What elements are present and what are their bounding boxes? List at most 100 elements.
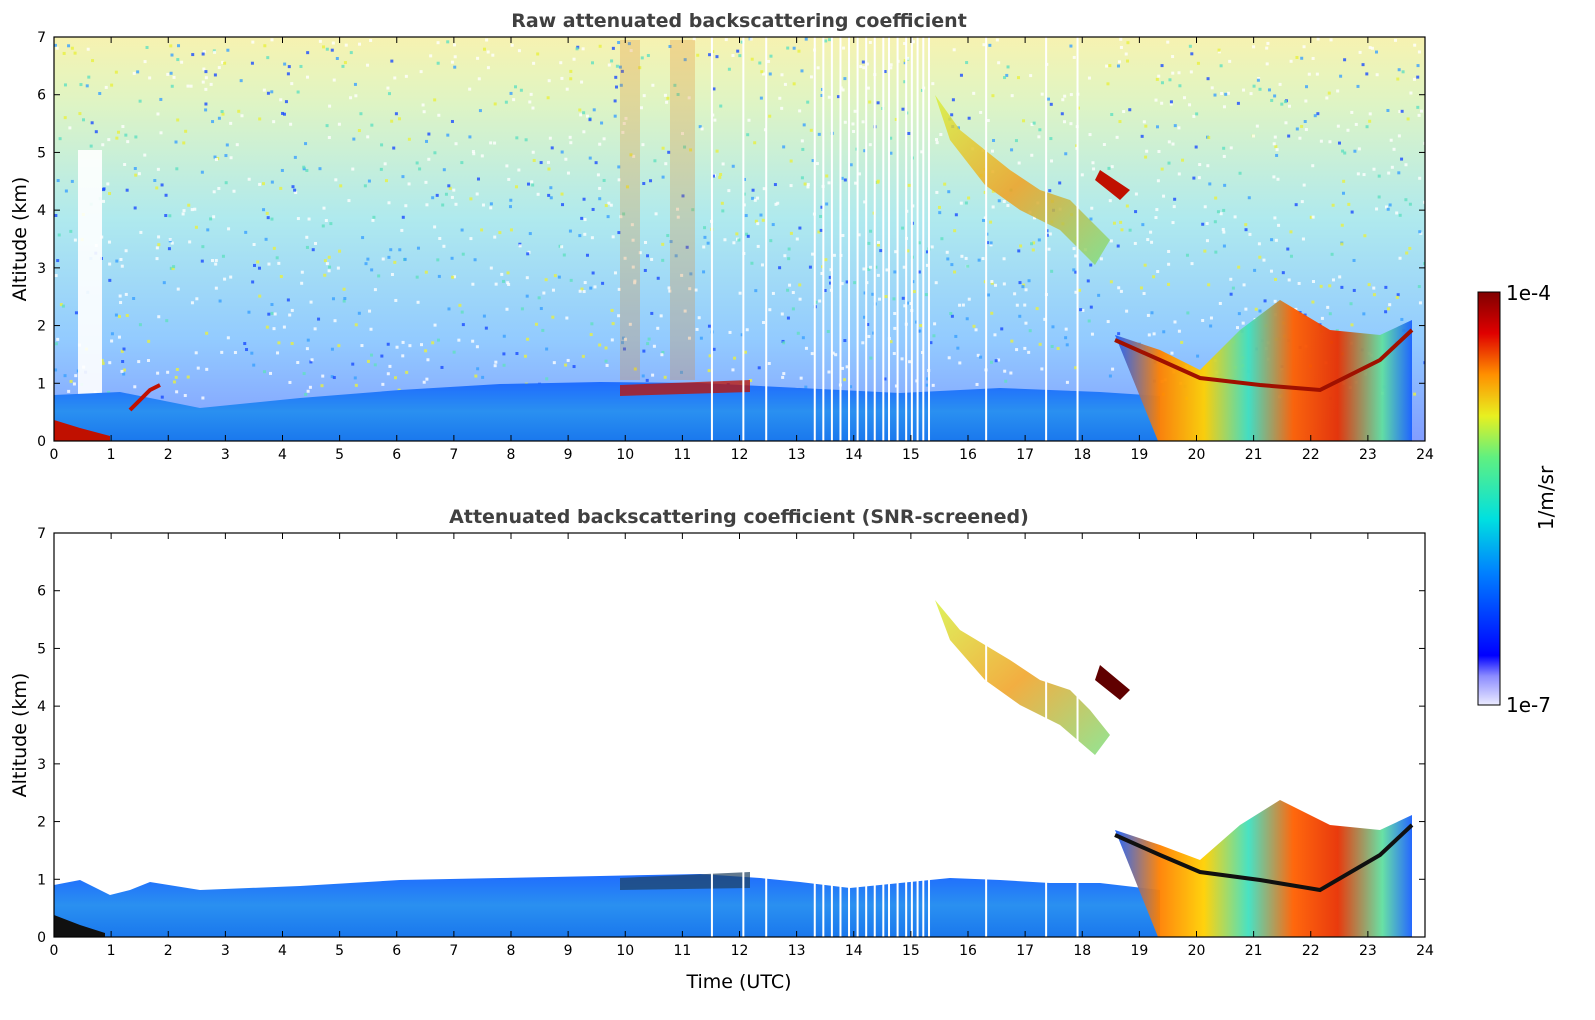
noise-speck (1327, 91, 1331, 95)
noise-speck (1338, 275, 1342, 279)
noise-speck (1423, 361, 1425, 365)
noise-speck (460, 228, 464, 232)
noise-speck (708, 53, 712, 57)
noise-speck (620, 69, 624, 73)
noise-speck (229, 121, 233, 125)
noise-speck (1309, 215, 1313, 219)
noise-speck (204, 102, 208, 106)
noise-speck (448, 186, 452, 190)
noise-speck (486, 50, 490, 54)
noise-speck (749, 37, 753, 41)
noise-speck (1156, 179, 1160, 183)
noise-speck (1395, 295, 1399, 299)
noise-speck (206, 228, 210, 232)
gap-stripe (922, 533, 925, 937)
noise-speck (257, 266, 261, 270)
noise-speck (357, 311, 361, 315)
noise-speck (531, 106, 535, 110)
noise-speck (370, 268, 374, 272)
noise-speck (146, 358, 150, 362)
noise-speck (314, 241, 318, 245)
noise-speck (643, 268, 647, 272)
noise-speck (416, 246, 420, 250)
noise-speck (252, 363, 256, 367)
noise-speck (1416, 105, 1420, 109)
noise-speck (188, 240, 192, 244)
noise-speck (370, 353, 374, 357)
noise-speck (224, 181, 228, 185)
screened-early-layer (54, 915, 105, 937)
noise-speck (524, 138, 528, 142)
gap-stripe (882, 533, 885, 937)
x-tick-label: 7 (449, 943, 458, 959)
noise-speck (1116, 64, 1120, 68)
noise-speck (867, 241, 871, 245)
noise-speck (1401, 70, 1405, 74)
noise-speck (157, 235, 161, 239)
noise-speck (1173, 320, 1177, 324)
noise-speck (450, 119, 454, 123)
noise-speck (950, 263, 954, 267)
noise-speck (1069, 122, 1073, 126)
noise-speck (1396, 293, 1400, 297)
noise-speck (926, 377, 930, 381)
noise-speck (841, 366, 845, 370)
noise-speck (641, 374, 645, 378)
noise-speck (852, 129, 856, 133)
noise-speck (1252, 134, 1256, 138)
noise-speck (901, 296, 905, 300)
noise-speck (1086, 279, 1090, 283)
noise-speck (1010, 148, 1014, 152)
noise-speck (580, 216, 584, 220)
noise-speck (824, 258, 828, 262)
noise-speck (945, 250, 949, 254)
noise-speck (1289, 230, 1293, 234)
noise-speck (1047, 247, 1051, 251)
noise-speck (1229, 292, 1233, 296)
noise-speck (1031, 248, 1035, 252)
noise-speck (202, 67, 206, 71)
noise-speck (1222, 146, 1226, 150)
noise-speck (643, 240, 647, 244)
noise-speck (164, 214, 168, 218)
noise-speck (991, 94, 995, 98)
noise-speck (991, 189, 995, 193)
noise-speck (300, 281, 304, 285)
noise-speck (421, 103, 425, 107)
noise-speck (333, 319, 337, 323)
noise-speck (404, 74, 408, 78)
noise-speck (747, 118, 751, 122)
noise-speck (1160, 64, 1164, 68)
noise-speck (263, 44, 267, 48)
noise-speck (132, 71, 136, 75)
noise-speck (353, 82, 357, 86)
noise-speck (54, 342, 58, 346)
noise-speck (266, 91, 270, 95)
x-tick-label: 22 (1302, 447, 1320, 463)
x-tick-label: 17 (1016, 943, 1034, 959)
noise-speck (937, 205, 941, 209)
noise-speck (550, 146, 554, 150)
noise-speck (919, 324, 923, 328)
noise-speck (696, 53, 700, 57)
noise-speck (1047, 97, 1051, 101)
noise-speck (1316, 112, 1320, 116)
noise-speck (339, 184, 343, 188)
noise-speck (580, 80, 584, 84)
noise-speck (549, 196, 553, 200)
noise-speck (302, 165, 306, 169)
noise-speck (1105, 64, 1109, 68)
noise-speck (1072, 268, 1076, 272)
noise-speck (892, 352, 896, 356)
noise-speck (266, 56, 270, 60)
noise-speck (1022, 283, 1026, 287)
gap-stripe (916, 37, 919, 441)
noise-speck (1222, 244, 1226, 248)
noise-speck (514, 85, 518, 89)
noise-speck (387, 92, 391, 96)
noise-speck (324, 219, 328, 223)
noise-speck (751, 196, 755, 200)
noise-speck (731, 164, 735, 168)
noise-speck (294, 191, 298, 195)
noise-speck (683, 145, 687, 149)
